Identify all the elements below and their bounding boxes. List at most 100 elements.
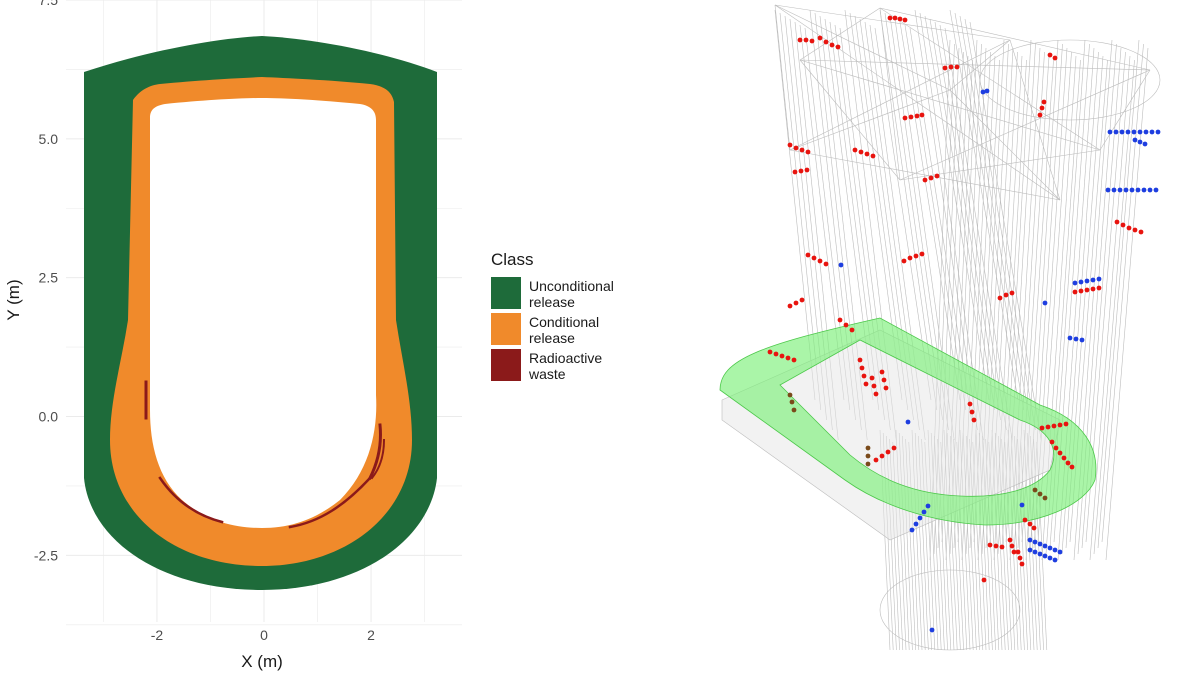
measurement-point [1003,292,1009,298]
measurement-point [1042,553,1048,559]
measurement-point [981,577,987,583]
measurement-point [797,37,803,43]
measurement-point [803,37,809,43]
wire-line [924,15,990,401]
wire-line [879,7,1101,151]
measurement-point [1057,450,1063,456]
measurement-point [917,515,923,521]
measurement-point [919,251,925,257]
measurement-point [792,169,798,175]
measurement-point [1019,561,1025,567]
measurement-point [1011,549,1017,555]
measurement-point [1117,187,1123,193]
wire-line [799,59,901,181]
measurement-point [909,527,915,533]
measurement-point [1019,502,1025,508]
measurement-point [843,322,849,328]
measurement-point [1032,487,1038,493]
measurement-point [1084,278,1090,284]
legend-swatch-conditional [491,313,521,345]
measurement-point [865,461,871,467]
legend-label-unconditional-line1: Unconditional [529,278,614,294]
wire-line [879,7,901,181]
measurement-point [1061,455,1067,461]
wire-ellipse [879,569,1021,651]
legend-label-radioactive-line2: waste [528,366,566,382]
waste-streak [288,476,372,529]
measurement-point [1067,335,1073,341]
measurement-point [791,357,797,363]
measurement-point [934,173,940,179]
measurement-point [905,419,911,425]
measurement-point [1045,424,1051,430]
measurement-points [767,15,1161,633]
measurement-point [929,627,935,633]
measurement-point [1032,539,1038,545]
measurement-point [897,16,903,22]
measurement-point [993,543,999,549]
measurement-point [1047,555,1053,561]
measurement-point [1053,445,1059,451]
legend-label-unconditional-line2: release [529,294,575,310]
measurement-point [805,252,811,258]
wire-line [1099,69,1151,151]
measurement-point [967,401,973,407]
measurement-point [798,168,804,174]
measurement-point [1090,277,1096,283]
wire-line [789,149,1061,201]
measurement-point [969,409,975,415]
measurement-point [891,445,897,451]
measurement-point [779,353,785,359]
measurement-point [823,39,829,45]
measurement-point [1052,547,1058,553]
wire-line [774,4,791,151]
green-ring-surface [719,317,1097,526]
measurement-point [1031,525,1037,531]
measurement-point [835,44,841,50]
wire-line [939,24,1007,431]
measurement-point [811,255,817,261]
measurement-point [1137,139,1143,145]
measurement-point [1078,279,1084,285]
measurement-point [1132,137,1138,143]
y-tick-label: 0.0 [39,409,59,425]
wire-line [899,69,1151,181]
wireframe-3d-view [719,4,1161,651]
wire-line [1036,441,1048,651]
measurement-point [948,64,954,70]
measurement-point [1041,99,1047,105]
measurement-point [871,383,877,389]
measurement-point [954,64,960,70]
legend-title: Class [491,250,534,269]
measurement-point [1063,421,1069,427]
measurement-point [1049,439,1055,445]
map-panel: -2 0 2 -2.5 0.0 2.5 5.0 7.5 X (m) Y (m) [4,0,462,671]
measurement-point [799,147,805,153]
wire-line [899,149,1101,181]
wire-line [949,89,1061,201]
measurement-point [921,509,927,515]
measurement-point [1017,555,1023,561]
measurement-point [870,153,876,159]
measurement-point [1037,491,1043,497]
measurement-point [879,453,885,459]
measurement-point [879,369,885,375]
measurement-point [913,253,919,259]
measurement-point [859,365,865,371]
measurement-point [1042,300,1048,306]
measurement-point [861,373,867,379]
measurement-point [901,258,907,264]
wire-line [909,27,972,421]
wire-line [1009,39,1061,201]
measurement-point [1052,55,1058,61]
measurement-point [1141,187,1147,193]
measurement-point [914,113,920,119]
measurement-point [907,255,913,261]
wire-line [1105,47,1149,561]
wire-line [879,7,1151,71]
measurement-point [1051,423,1057,429]
wire-line [954,12,1025,411]
interior-unmeasured [150,98,377,528]
wire-line [904,24,967,411]
measurement-point [928,175,934,181]
